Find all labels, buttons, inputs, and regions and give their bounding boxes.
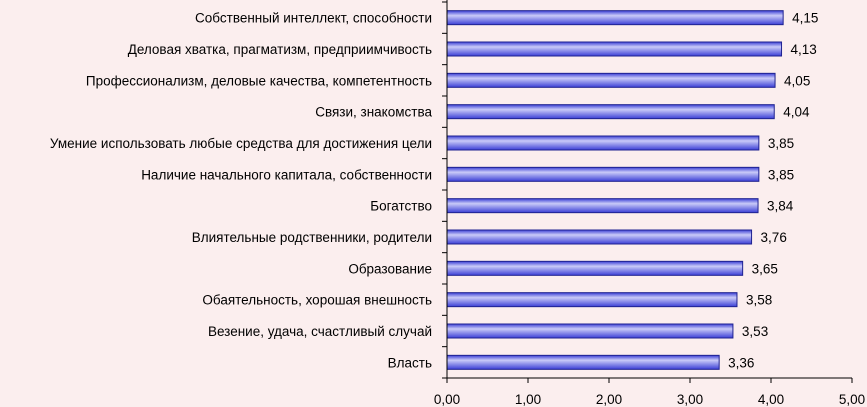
category-label: Влиятельные родственники, родители	[192, 230, 432, 245]
bar	[446, 198, 759, 214]
x-tick-label: 3,00	[677, 392, 703, 407]
category-label: Богатство	[370, 199, 432, 214]
x-tick-label: 2,00	[596, 392, 622, 407]
value-label: 4,05	[784, 73, 810, 88]
category-label: Умение использовать любые средства для д…	[50, 136, 432, 151]
value-label: 3,36	[728, 355, 754, 370]
value-label: 3,84	[767, 199, 794, 214]
category-label: Обаятельность, хорошая внешность	[202, 293, 432, 308]
value-label: 3,53	[742, 324, 768, 339]
bars-layer	[446, 10, 784, 370]
bar	[446, 10, 784, 26]
bar	[446, 323, 734, 339]
value-label: 4,15	[792, 11, 818, 26]
category-label: Связи, знакомства	[315, 105, 432, 120]
category-label: Собственный интеллект, способности	[195, 11, 432, 26]
category-label: Образование	[348, 261, 432, 276]
value-label: 4,04	[783, 105, 810, 120]
x-tick-label: 1,00	[515, 392, 541, 407]
bar	[446, 72, 776, 88]
bar	[446, 354, 720, 370]
x-tick-label: 5,00	[839, 392, 865, 407]
value-label: 3,65	[752, 261, 778, 276]
category-label: Везение, удача, счастливый случай	[208, 324, 432, 339]
x-tick-label: 4,00	[758, 392, 784, 407]
value-label: 3,58	[746, 293, 772, 308]
bar	[446, 292, 738, 308]
bar	[446, 229, 753, 245]
bar	[446, 104, 775, 120]
category-label: Власть	[388, 355, 432, 370]
x-tick-label: 0,00	[434, 392, 460, 407]
value-label: 4,13	[791, 42, 817, 57]
value-label: 3,85	[768, 136, 794, 151]
value-label: 3,76	[761, 230, 787, 245]
bar	[446, 135, 760, 151]
bar	[446, 260, 744, 276]
category-label: Наличие начального капитала, собственнос…	[141, 167, 432, 182]
value-label: 3,85	[768, 167, 794, 182]
bar	[446, 41, 783, 57]
labels-layer: Собственный интеллект, способности 4,15 Де…	[50, 11, 865, 407]
bar	[446, 166, 760, 182]
axis-layer	[442, 0, 853, 383]
category-label: Профессионализм, деловые качества, компе…	[86, 73, 432, 88]
category-label: Деловая хватка, прагматизм, предприимчив…	[128, 42, 432, 57]
